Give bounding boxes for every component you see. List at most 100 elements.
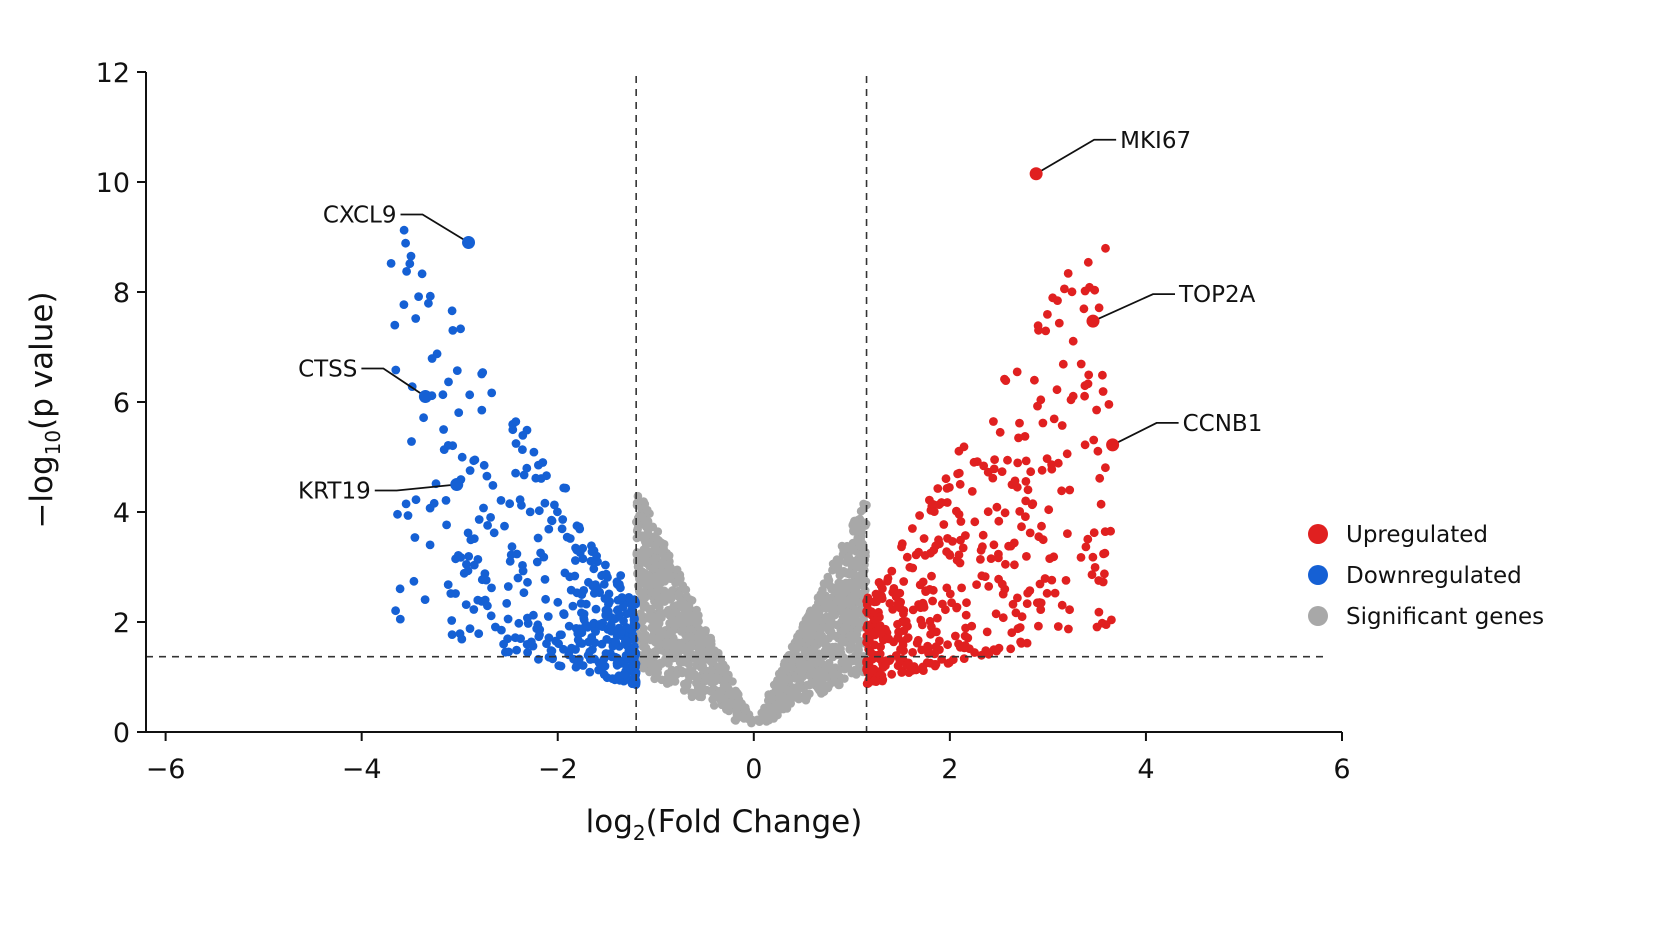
point-downregulated bbox=[529, 610, 538, 620]
legend: Upregulated Downregulated Significant gene… bbox=[1308, 522, 1544, 630]
labeled-point-marker bbox=[1086, 314, 1100, 328]
point-downregulated bbox=[486, 611, 496, 621]
point-upregulated bbox=[976, 555, 985, 564]
point-downregulated bbox=[429, 498, 439, 508]
point-downregulated bbox=[611, 638, 620, 648]
point-significant bbox=[828, 669, 838, 678]
point-significant bbox=[786, 654, 795, 663]
point-significant bbox=[823, 681, 833, 690]
point-downregulated bbox=[443, 580, 453, 589]
point-upregulated bbox=[977, 650, 986, 660]
legend-label: Upregulated bbox=[1346, 522, 1488, 548]
point-upregulated bbox=[862, 638, 871, 647]
point-downregulated bbox=[488, 481, 498, 490]
point-downregulated bbox=[571, 556, 580, 565]
point-upregulated bbox=[969, 457, 979, 467]
point-significant bbox=[639, 603, 649, 612]
point-significant bbox=[699, 637, 708, 647]
point-significant bbox=[684, 609, 693, 618]
point-downregulated bbox=[574, 522, 584, 532]
point-upregulated bbox=[1095, 473, 1105, 483]
point-downregulated bbox=[589, 564, 599, 574]
point-upregulated bbox=[918, 662, 928, 672]
point-upregulated bbox=[989, 417, 998, 426]
point-upregulated bbox=[1104, 400, 1114, 409]
y-axis-title: −log10(p value) bbox=[24, 291, 65, 528]
point-downregulated bbox=[559, 609, 569, 618]
point-significant bbox=[722, 683, 732, 692]
point-significant bbox=[856, 535, 865, 544]
point-upregulated bbox=[984, 582, 994, 591]
point-upregulated bbox=[961, 531, 970, 540]
point-upregulated bbox=[939, 520, 949, 529]
point-significant bbox=[823, 615, 833, 625]
point-upregulated bbox=[1068, 336, 1078, 346]
point-significant bbox=[681, 585, 691, 595]
point-significant bbox=[817, 631, 827, 640]
point-upregulated bbox=[1032, 598, 1042, 608]
point-upregulated bbox=[941, 605, 950, 615]
point-upregulated bbox=[1097, 618, 1107, 628]
point-significant bbox=[654, 619, 664, 628]
point-upregulated bbox=[1090, 563, 1100, 572]
point-upregulated bbox=[1065, 605, 1074, 615]
point-upregulated bbox=[989, 540, 999, 550]
annotation-label: TOP2A bbox=[1178, 282, 1256, 308]
point-downregulated bbox=[419, 413, 428, 423]
point-downregulated bbox=[573, 635, 583, 645]
point-upregulated bbox=[1021, 496, 1031, 506]
point-upregulated bbox=[1015, 418, 1024, 428]
point-significant bbox=[664, 650, 673, 659]
point-downregulated bbox=[473, 555, 483, 564]
point-upregulated bbox=[870, 597, 879, 607]
point-downregulated bbox=[529, 447, 539, 457]
point-downregulated bbox=[591, 604, 601, 614]
y-tick-label: 10 bbox=[96, 168, 130, 199]
point-significant bbox=[861, 548, 870, 557]
point-upregulated bbox=[1107, 615, 1116, 625]
point-upregulated bbox=[1100, 569, 1109, 579]
point-significant bbox=[820, 665, 830, 674]
point-upregulated bbox=[920, 551, 930, 560]
point-downregulated bbox=[579, 586, 589, 595]
point-significant bbox=[648, 556, 658, 565]
point-upregulated bbox=[1020, 432, 1030, 441]
point-significant bbox=[824, 594, 833, 603]
point-upregulated bbox=[1015, 507, 1025, 516]
point-downregulated bbox=[443, 441, 453, 450]
point-upregulated bbox=[976, 545, 986, 555]
point-significant bbox=[720, 700, 729, 710]
point-upregulated bbox=[899, 606, 909, 615]
point-significant bbox=[847, 546, 856, 555]
point-upregulated bbox=[957, 583, 966, 593]
point-upregulated bbox=[1094, 607, 1104, 617]
point-upregulated bbox=[1106, 526, 1115, 536]
point-significant bbox=[815, 596, 825, 605]
point-downregulated bbox=[391, 365, 401, 375]
point-downregulated bbox=[474, 629, 484, 638]
point-significant bbox=[637, 590, 647, 599]
point-upregulated bbox=[863, 620, 872, 630]
point-upregulated bbox=[1045, 554, 1055, 563]
point-significant bbox=[851, 517, 861, 527]
point-downregulated bbox=[489, 528, 499, 538]
point-downregulated bbox=[417, 269, 427, 279]
point-downregulated bbox=[504, 647, 513, 657]
point-upregulated bbox=[1057, 486, 1066, 496]
point-upregulated bbox=[1026, 467, 1036, 477]
point-downregulated bbox=[424, 298, 433, 308]
point-upregulated bbox=[1049, 414, 1059, 424]
point-significant bbox=[671, 607, 680, 617]
point-upregulated bbox=[948, 537, 957, 546]
point-downregulated bbox=[540, 575, 550, 584]
point-significant bbox=[692, 678, 701, 688]
point-downregulated bbox=[576, 599, 586, 608]
point-significant bbox=[663, 560, 673, 570]
point-downregulated bbox=[628, 677, 638, 687]
annotation-leader bbox=[1112, 421, 1179, 446]
point-upregulated bbox=[881, 661, 890, 670]
point-upregulated bbox=[961, 610, 971, 620]
point-downregulated bbox=[477, 405, 487, 415]
point-upregulated bbox=[970, 517, 980, 527]
point-downregulated bbox=[479, 460, 489, 470]
